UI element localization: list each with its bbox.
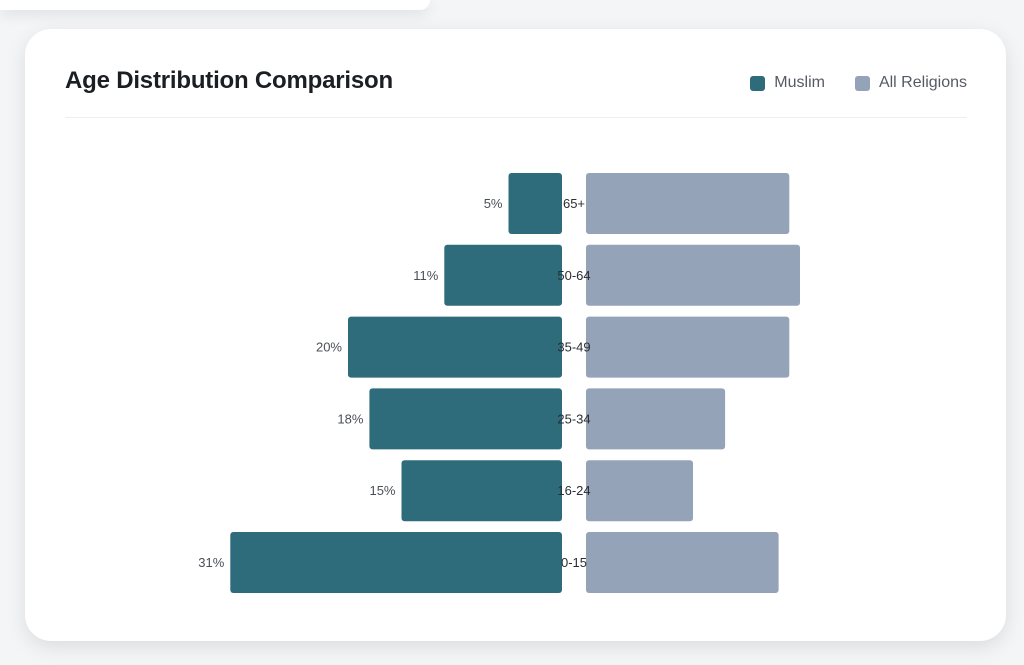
bar-muslim-35-49 bbox=[348, 316, 562, 378]
category-label-16-24: 16-24 bbox=[557, 483, 590, 498]
chart-legend: Muslim All Religions bbox=[750, 74, 967, 92]
category-label-65+: 65+ bbox=[563, 196, 585, 211]
bar-all-religions-50-64 bbox=[586, 244, 800, 306]
bar-all-religions-65+ bbox=[586, 173, 790, 234]
legend-label-all-religions: All Religions bbox=[878, 74, 967, 91]
bar-all-religions-16-24 bbox=[586, 460, 693, 522]
bar-muslim-16-24 bbox=[401, 460, 562, 522]
chart-title: Age Distribution Comparison bbox=[65, 67, 393, 94]
background-panel-edge bbox=[0, 0, 430, 10]
data-label-muslim-0-15: 31% bbox=[198, 555, 224, 570]
bar-muslim-0-15 bbox=[230, 532, 563, 593]
butterfly-bar-chart: 5% 65+ 11% 50-64 20% 35-49 18% 25-34 15% 16-24 31%… bbox=[198, 173, 800, 593]
legend-item-muslim[interactable]: Muslim bbox=[750, 74, 825, 92]
data-label-muslim-16-24: 15% bbox=[369, 483, 395, 498]
bar-muslim-50-64 bbox=[444, 244, 562, 306]
legend-swatch-all-religions bbox=[854, 75, 870, 91]
bar-muslim-65+ bbox=[508, 173, 562, 234]
category-label-50-64: 50-64 bbox=[557, 268, 590, 283]
data-label-muslim-65+: 5% bbox=[484, 196, 503, 211]
legend-item-all-religions[interactable]: All Religions bbox=[854, 74, 967, 92]
data-label-muslim-25-34: 18% bbox=[337, 411, 363, 426]
legend-swatch-muslim bbox=[750, 75, 766, 91]
bar-all-religions-25-34 bbox=[586, 388, 726, 450]
title-divider bbox=[65, 117, 967, 118]
chart-card: Age Distribution Comparison Muslim All R… bbox=[25, 29, 1006, 641]
bar-all-religions-35-49 bbox=[586, 316, 790, 378]
category-label-25-34: 25-34 bbox=[557, 411, 590, 426]
data-label-muslim-35-49: 20% bbox=[316, 340, 342, 355]
category-label-35-49: 35-49 bbox=[557, 340, 590, 355]
bar-muslim-25-34 bbox=[369, 388, 562, 450]
category-label-0-15: 0-15 bbox=[561, 555, 587, 570]
legend-label-muslim: Muslim bbox=[774, 74, 825, 91]
data-label-muslim-50-64: 11% bbox=[413, 268, 438, 283]
bar-all-religions-0-15 bbox=[586, 532, 779, 593]
